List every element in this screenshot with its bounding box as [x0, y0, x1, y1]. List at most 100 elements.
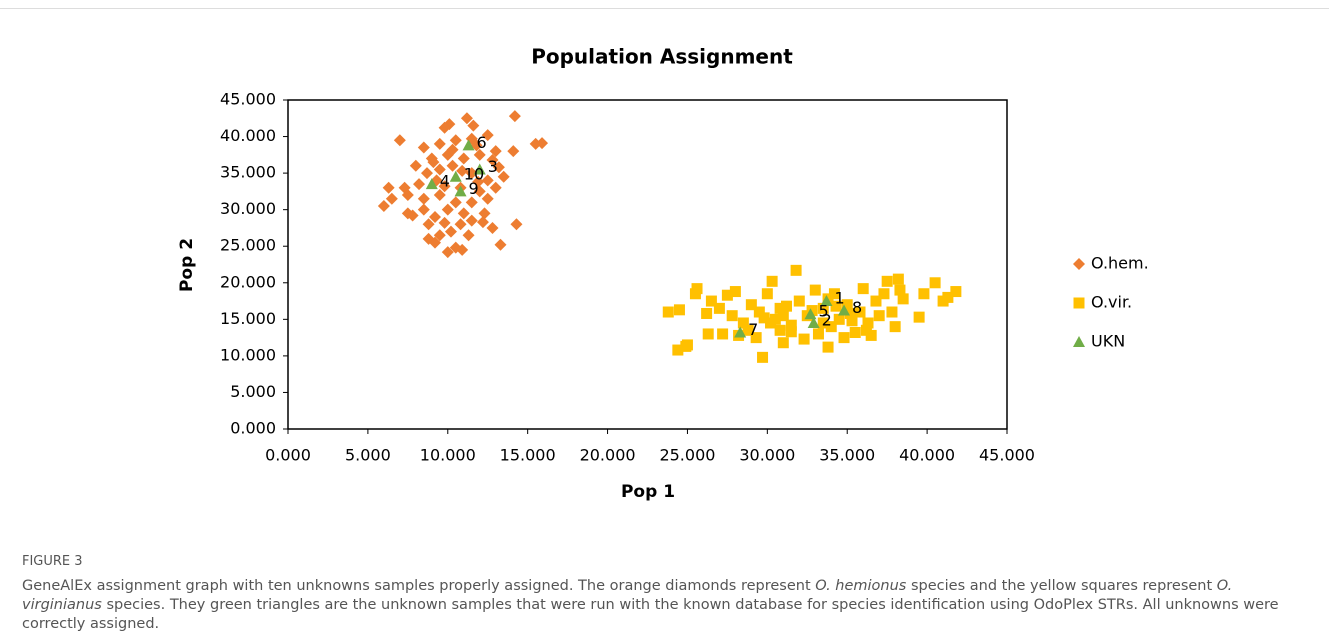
- x-tick-label: 35.000: [819, 446, 875, 465]
- point: [460, 112, 473, 125]
- point: [734, 326, 747, 338]
- point: [929, 277, 941, 289]
- point: [433, 229, 446, 242]
- point-label: 3: [488, 157, 498, 176]
- y-tick-label: 10.000: [220, 345, 276, 364]
- point: [508, 110, 521, 123]
- point-label: 8: [852, 298, 862, 317]
- x-tick-label: 0.000: [265, 446, 311, 465]
- point: [822, 341, 834, 353]
- x-tick-label: 30.000: [739, 446, 795, 465]
- point: [726, 310, 738, 322]
- caption-italic: O. virginianus: [22, 578, 1233, 613]
- point: [456, 164, 469, 177]
- point: [433, 137, 446, 150]
- point: [438, 216, 451, 229]
- point: [785, 319, 797, 331]
- point: [510, 218, 523, 231]
- point: [918, 288, 930, 300]
- point: [812, 328, 824, 340]
- point: [894, 284, 906, 296]
- point-label: 10: [464, 164, 484, 183]
- frame-line: [0, 8, 1329, 9]
- point: [472, 175, 485, 188]
- point: [462, 229, 475, 242]
- point: [854, 306, 866, 318]
- legend-label: O.vir.: [1091, 293, 1132, 312]
- point: [492, 161, 505, 174]
- point: [401, 189, 414, 202]
- point: [774, 302, 786, 314]
- point: [777, 337, 789, 349]
- point: [417, 203, 430, 216]
- point: [807, 316, 820, 328]
- point: [701, 307, 713, 319]
- x-tick-label: 15.000: [500, 446, 556, 465]
- point: [494, 238, 507, 251]
- point-label: 9: [469, 179, 479, 198]
- point: [473, 163, 486, 175]
- point: [507, 145, 520, 158]
- point: [857, 283, 869, 295]
- point: [449, 196, 462, 209]
- point: [486, 221, 499, 234]
- point: [766, 275, 778, 287]
- point: [481, 129, 494, 142]
- point-label: 2: [822, 310, 832, 329]
- legend-label: O.hem.: [1091, 254, 1149, 273]
- point-label: 4: [440, 172, 450, 191]
- chart: Population Assignment Pop 1 Pop 2 0.000 5…: [177, 45, 1149, 503]
- point: [425, 178, 438, 190]
- y-tick-label: 30.000: [220, 199, 276, 218]
- point: [892, 273, 904, 285]
- point: [457, 152, 470, 165]
- y-axis-title: Pop 2: [177, 238, 197, 292]
- point: [673, 304, 685, 316]
- point: [449, 170, 462, 182]
- y-tick-label: 15.000: [220, 309, 276, 328]
- point: [406, 209, 419, 222]
- point: [702, 328, 714, 340]
- point: [870, 295, 882, 307]
- x-tick-label: 5.000: [345, 446, 391, 465]
- point: [446, 143, 459, 156]
- legend-marker: [1073, 336, 1085, 347]
- point: [497, 170, 510, 183]
- point: [830, 300, 842, 312]
- point: [838, 332, 850, 344]
- point: [849, 326, 861, 338]
- point: [428, 210, 441, 223]
- point: [886, 306, 898, 318]
- y-tick-label: 45.000: [220, 90, 276, 109]
- point: [428, 236, 441, 249]
- point-label: 7: [748, 320, 758, 339]
- point: [785, 326, 797, 338]
- point: [750, 332, 762, 344]
- legend-marker: [1073, 297, 1085, 309]
- point: [846, 315, 858, 327]
- point: [881, 275, 893, 287]
- point: [950, 286, 962, 298]
- point: [536, 137, 549, 150]
- point: [828, 288, 840, 300]
- plot-area: [287, 99, 1008, 430]
- point: [393, 134, 406, 147]
- point: [481, 192, 494, 205]
- point: [462, 139, 475, 151]
- point: [441, 203, 454, 216]
- point: [478, 207, 491, 220]
- point: [841, 299, 853, 311]
- point: [457, 207, 470, 220]
- point: [433, 163, 446, 176]
- point: [705, 295, 717, 307]
- caption: FIGURE 3 GeneAlEx assignment graph with t…: [22, 552, 1307, 634]
- x-tick-label: 10.000: [420, 446, 476, 465]
- point: [470, 139, 483, 152]
- point: [729, 286, 741, 298]
- point: [467, 119, 480, 132]
- y-tick-label: 40.000: [220, 126, 276, 145]
- point: [793, 295, 805, 307]
- point: [454, 185, 467, 197]
- point: [422, 218, 435, 231]
- point: [897, 293, 909, 305]
